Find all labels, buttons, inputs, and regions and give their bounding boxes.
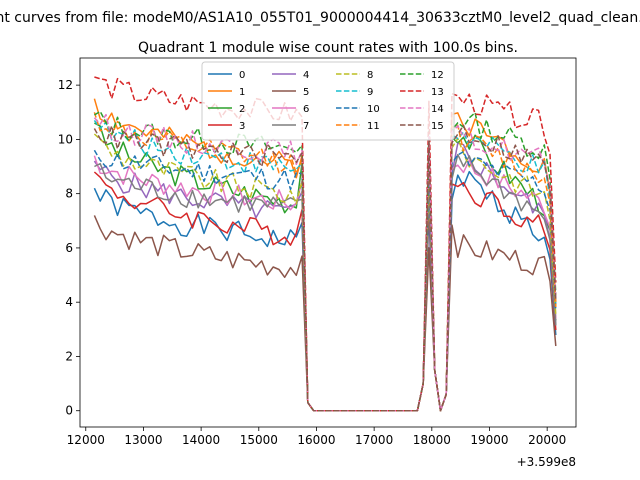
series-line-15 — [93, 124, 557, 412]
legend-label-5: 5 — [303, 87, 309, 98]
series-lines — [93, 76, 557, 412]
x-tick-label: 14000 — [182, 433, 220, 447]
legend-label-13: 13 — [431, 87, 444, 98]
series-line-13 — [94, 76, 557, 412]
y-tick-label: 8 — [65, 187, 73, 201]
y-tick-label: 12 — [58, 78, 73, 92]
x-offset-label: +3.599e8 — [517, 455, 576, 469]
legend-label-6: 6 — [303, 104, 309, 115]
chart-title: Quadrant 1 module wise count rates with … — [138, 40, 518, 56]
legend-label-8: 8 — [367, 70, 373, 81]
legend-label-15: 15 — [431, 121, 444, 132]
series-line-14 — [93, 113, 557, 412]
y-tick-label: 4 — [65, 295, 73, 309]
figure-suptitle: Light curves from file: modeM0/AS1A10_05… — [0, 10, 640, 26]
legend-label-2: 2 — [239, 104, 245, 115]
legend-label-12: 12 — [431, 70, 444, 81]
x-tick-label: 19000 — [470, 433, 508, 447]
x-tick-label: 18000 — [413, 433, 451, 447]
plot-area: 12000 13000 14000 15000 16000 17000 18000 19000… — [58, 57, 577, 447]
legend-label-14: 14 — [431, 104, 444, 115]
x-tick-label: 15000 — [240, 433, 278, 447]
legend-label-0: 0 — [239, 70, 245, 81]
x-tick-label: 13000 — [124, 433, 162, 447]
series-line-11 — [93, 112, 557, 412]
legend-label-1: 1 — [239, 87, 245, 98]
x-tick-label: 20000 — [528, 433, 566, 447]
y-tick-label: 0 — [65, 404, 73, 418]
axes-frame — [79, 57, 577, 428]
legend-label-4: 4 — [303, 70, 309, 81]
y-tick-label: 6 — [65, 241, 73, 255]
legend-label-9: 9 — [367, 87, 373, 98]
y-tick-label: 10 — [58, 132, 73, 146]
legend-label-10: 10 — [367, 104, 380, 115]
x-tick-label: 16000 — [297, 433, 335, 447]
legend-label-11: 11 — [367, 121, 380, 132]
y-tick-label: 2 — [65, 349, 73, 363]
legend-label-3: 3 — [239, 121, 245, 132]
x-tick-label: 17000 — [355, 433, 393, 447]
legend-label-7: 7 — [303, 121, 309, 132]
x-tick-label: 12000 — [67, 433, 105, 447]
legend-box — [201, 61, 455, 141]
